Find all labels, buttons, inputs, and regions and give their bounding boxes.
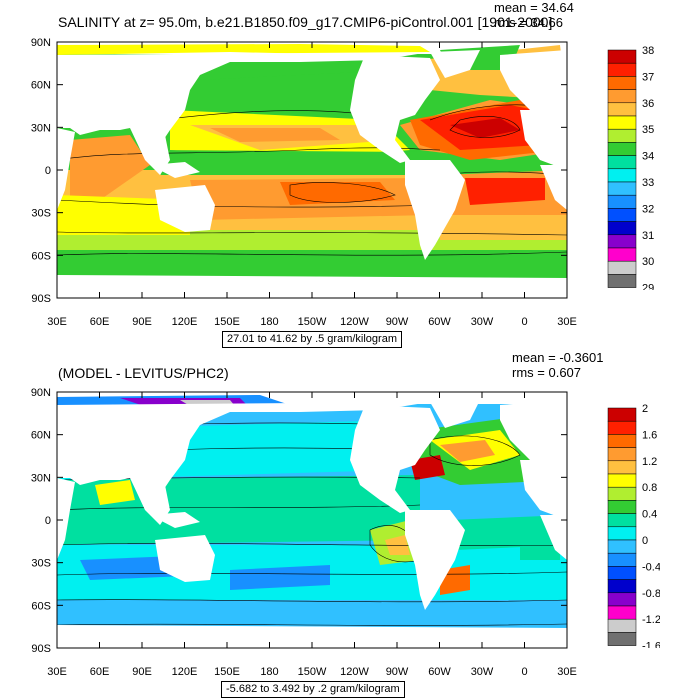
panel1-lat-label: 60N [31, 80, 51, 92]
panel1-lat-label: 30S [31, 208, 51, 220]
panel2-title: (MODEL - LEVITUS/PHC2) [58, 365, 229, 381]
panel1-rms: rms = 34.66 [494, 15, 564, 30]
panel1-lon-label: 120W [340, 316, 369, 328]
panel2-colorbar-swatch [607, 618, 637, 633]
panel2-lat-label: 30N [31, 472, 51, 484]
panel2-colorbar-swatch [607, 420, 637, 435]
panel2-lat-label: 30S [31, 558, 51, 570]
panel1-lon-label: 150W [298, 316, 327, 328]
panel1-colorbar-label: 33 [642, 177, 654, 189]
panel1-lat-label: 60S [31, 250, 51, 262]
panel2-colorbar-swatch [607, 579, 637, 594]
panel2-colorbar-label: 0.4 [642, 509, 657, 521]
panel2-colorbar-swatch [607, 447, 637, 462]
panel1-lon-label: 150E [214, 316, 240, 328]
panel2-lon-label: 150E [214, 666, 240, 678]
panel1-colorbar: 3837363534333231302928 [607, 45, 654, 290]
panel2-colorbar-label: 0 [642, 535, 648, 547]
panel1-lon-label: 120E [172, 316, 198, 328]
panel1-colorbar-swatch [607, 274, 637, 288]
panel2-colorbar-swatch [607, 539, 637, 554]
panel2-colorbar-swatch [607, 592, 637, 607]
panel1-colorbar-label: 32 [642, 203, 654, 215]
panel2-colorbar-swatch [607, 552, 637, 567]
panel2-lon-label: 120W [340, 666, 369, 678]
panel2-colorbar-label: 1.6 [642, 429, 657, 441]
panel2-colorbar-label: 2 [642, 403, 648, 415]
panel1-colorbar-label: 37 [642, 71, 654, 83]
panel1-lon-label: 90E [132, 316, 152, 328]
panel2-colorbar-swatch [607, 473, 637, 488]
panel2-colorbar-swatch [607, 434, 637, 448]
panel2-lon-label: 90W [386, 666, 409, 678]
panel1-lon-label: 90W [386, 316, 409, 328]
panel2-lon-label: 30E [557, 666, 577, 678]
panel1-lon-label: 30E [47, 316, 67, 328]
panel1-title: SALINITY at z= 95.0m, b.e21.B1850.f09_g1… [58, 14, 553, 30]
panel1-colorbar-label: 35 [642, 124, 654, 136]
panel2-colorbar-swatch [607, 407, 637, 422]
panel1-contour-info: 27.01 to 41.62 by .5 gram/kilogram [222, 331, 402, 348]
panel2-lon-label: 30E [47, 666, 67, 678]
panel2-difference-field [57, 392, 567, 648]
panel2-lat-label: 60S [31, 600, 51, 612]
panel2-lon-label: 90E [132, 666, 152, 678]
panel2-lat-label: 90S [31, 643, 51, 655]
panel2-lon-label: 60E [90, 666, 110, 678]
panel1-ticks: 90N 60N 30N 0 30S 60S 90S 30E 60E 90E 120E 150E 180 1… [31, 37, 577, 328]
panel1-lat-label: 30N [31, 122, 51, 134]
panel2-lon-label: 0 [521, 666, 527, 678]
panel2-colorbar-label: -1.2 [642, 614, 660, 626]
panel2-lon-label: 180 [260, 666, 278, 678]
panel2-colorbar-swatch [607, 632, 637, 646]
panel2-rms: rms = 0.607 [512, 365, 582, 380]
panel1-colorbar-label: 36 [642, 98, 654, 110]
panel2-mean: mean = -0.3601 [512, 350, 604, 365]
panel1-lon-label: 30W [471, 316, 494, 328]
panel2-lat-label: 90N [31, 387, 51, 399]
panel1-lon-label: 0 [521, 316, 527, 328]
panel2-colorbar-label: -1.6 [642, 641, 660, 648]
panel1-colorbar-label: 38 [642, 45, 654, 57]
panel2-colorbar-swatch [607, 605, 637, 620]
panel1-colorbar-label: 30 [642, 256, 654, 268]
panel1-lat-label: 90N [31, 37, 51, 49]
panel2-lon-label: 60W [428, 666, 451, 678]
panel2-lon-label: 120E [172, 666, 198, 678]
panel2-lat-label: 0 [45, 515, 51, 527]
panel2-lon-label: 150W [298, 666, 327, 678]
panel2-colorbar-label: -0.4 [642, 561, 660, 573]
panel1-lon-label: 180 [260, 316, 278, 328]
panel2-colorbar-label: 1.2 [642, 456, 657, 468]
panel1-mean: mean = 34.64 [494, 0, 574, 15]
panel2-colorbar-label: -0.8 [642, 588, 660, 600]
panel2-colorbar-swatch [607, 500, 637, 514]
panel1-lon-label: 60W [428, 316, 451, 328]
panel2-lon-label: 30W [471, 666, 494, 678]
panel1-lat-label: 90S [31, 293, 51, 305]
panel1-lon-label: 30E [557, 316, 577, 328]
panel1-lat-label: 0 [45, 165, 51, 177]
panel1-colorbar-label: 29 [642, 283, 654, 290]
panel2-contour-info: -5.682 to 3.492 by .2 gram/kilogram [221, 681, 405, 698]
panel2-lat-label: 60N [31, 430, 51, 442]
panel2-colorbar: 21.61.20.80.40-0.4-0.8-1.2-1.6-2 [607, 403, 660, 648]
panel2-colorbar-swatch [607, 486, 637, 501]
panel2-ticks: 90N 60N 30N 0 30S 60S 90S 30E 60E 90E 120E 150E 180 1… [31, 387, 577, 678]
panel1-colorbar-label: 31 [642, 230, 654, 242]
panel2-colorbar-swatch [607, 566, 637, 580]
panel2-colorbar-swatch [607, 460, 637, 475]
panel1-lon-label: 60E [90, 316, 110, 328]
panel2-colorbar-swatch [607, 526, 637, 541]
panel1-colorbar-label: 34 [642, 151, 654, 163]
panel2-colorbar-label: 0.8 [642, 482, 657, 494]
panel2-colorbar-swatch [607, 513, 637, 528]
